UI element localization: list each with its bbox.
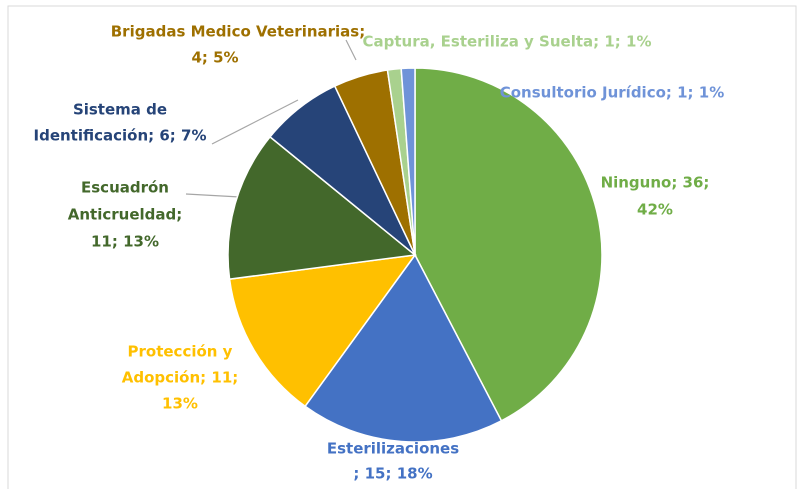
- pie-slice: [414, 67, 603, 422]
- data-label: 4; 5%: [191, 49, 238, 67]
- pie-slice: [228, 254, 417, 408]
- data-label: Captura, Esteriliza y Suelta; 1; 1%: [362, 33, 651, 51]
- data-label: Protección y: [128, 343, 233, 361]
- pie-slice: [400, 67, 416, 256]
- leader-line: [211, 99, 299, 145]
- data-label: 13%: [162, 395, 198, 413]
- leader-line: [345, 39, 357, 61]
- leader-line: [185, 193, 241, 198]
- data-label: Adopción; 11;: [122, 369, 239, 387]
- data-label: Esterilizaciones: [327, 440, 459, 458]
- data-label: ; 15; 18%: [353, 465, 432, 483]
- data-label: 42%: [637, 201, 673, 219]
- pie-slice: [304, 253, 503, 443]
- slices: [227, 67, 603, 443]
- data-label: Brigadas Medico Veterinarias;: [111, 23, 365, 41]
- pie-slice: [227, 135, 417, 280]
- data-label: Identificación; 6; 7%: [34, 127, 207, 145]
- data-label: Consultorio Jurídico; 1; 1%: [500, 84, 725, 102]
- data-label: 11; 13%: [91, 233, 159, 251]
- data-label: Anticrueldad;: [68, 206, 182, 224]
- data-label: Sistema de: [73, 101, 167, 119]
- labels: Ninguno; 36; 42% Esterilizaciones ; 15; 18%…: [34, 23, 725, 483]
- data-label: Escuadrón: [81, 179, 169, 197]
- data-label: Ninguno; 36;: [601, 174, 710, 192]
